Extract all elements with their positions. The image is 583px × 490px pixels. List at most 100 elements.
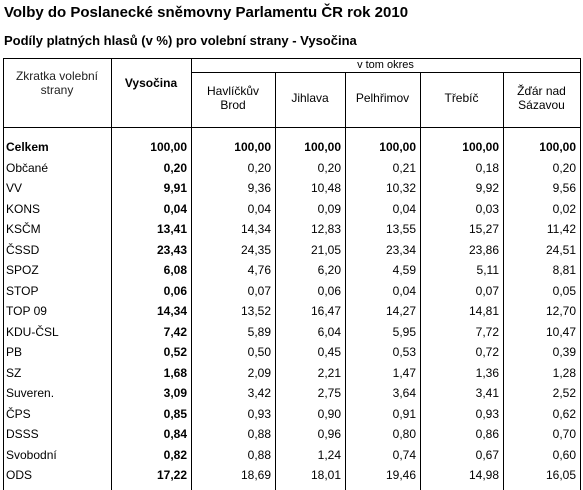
cell-value: 12,70 bbox=[545, 304, 576, 318]
cell-value: 0,93 bbox=[475, 406, 499, 421]
row-label: VV bbox=[6, 181, 23, 195]
cell-value: 15,27 bbox=[468, 222, 499, 236]
border bbox=[191, 58, 192, 490]
cell-value: 19,46 bbox=[385, 468, 416, 482]
row-label: ČPS bbox=[6, 406, 31, 421]
row-label: PB bbox=[6, 345, 23, 359]
cell-value: 100,00 bbox=[304, 140, 341, 154]
cell-value: 13,41 bbox=[156, 222, 187, 236]
border bbox=[580, 58, 581, 490]
cell-value: 0,04 bbox=[247, 201, 271, 216]
row-label: DSSS bbox=[6, 427, 39, 441]
row-label: Suveren. bbox=[6, 386, 55, 400]
cell-value: 2,09 bbox=[247, 365, 271, 380]
border bbox=[503, 72, 504, 490]
cell-value: 14,81 bbox=[468, 304, 499, 318]
row-label: TOP 09 bbox=[6, 304, 47, 318]
cell-value: 23,86 bbox=[468, 242, 499, 257]
cell-value: 6,08 bbox=[163, 263, 187, 277]
header-cell: Havlíčkův Brod bbox=[206, 83, 259, 112]
cell-value: 0,20 bbox=[163, 160, 187, 175]
cell-value: 7,72 bbox=[475, 324, 499, 339]
cell-value: 23,34 bbox=[385, 242, 416, 257]
cell-value: 1,47 bbox=[392, 365, 416, 380]
cell-value: 16,47 bbox=[310, 304, 341, 318]
cell-value: 0,88 bbox=[247, 427, 271, 441]
cell-value: 0,04 bbox=[392, 283, 416, 298]
cell-value: 11,42 bbox=[546, 222, 576, 236]
border bbox=[3, 58, 580, 59]
cell-value: 14,27 bbox=[385, 304, 416, 318]
cell-value: 5,95 bbox=[392, 324, 416, 339]
header-cell: Třebíč bbox=[444, 90, 479, 105]
header-cell: Zkratka volební strany bbox=[15, 68, 99, 97]
row-label: Celkem bbox=[6, 140, 49, 154]
cell-value: 0,39 bbox=[552, 345, 576, 359]
cell-value: 1,24 bbox=[317, 447, 341, 462]
cell-value: 18,01 bbox=[310, 468, 341, 482]
cell-value: 2,52 bbox=[552, 386, 576, 400]
cell-value: 0,84 bbox=[163, 427, 187, 441]
cell-value: 3,42 bbox=[247, 386, 271, 400]
cell-value: 0,05 bbox=[552, 283, 576, 298]
cell-value: 6,20 bbox=[317, 263, 341, 277]
row-label: SZ bbox=[6, 365, 22, 380]
cell-value: 10,32 bbox=[385, 181, 416, 195]
cell-value: 0,52 bbox=[163, 345, 187, 359]
cell-value: 0,09 bbox=[317, 201, 341, 216]
border bbox=[111, 58, 112, 490]
cell-value: 0,50 bbox=[247, 345, 271, 359]
title: Volby do Poslanecké sněmovny Parlamentu … bbox=[4, 4, 409, 21]
cell-value: 0,91 bbox=[392, 406, 416, 421]
cell-value: 4,59 bbox=[392, 263, 416, 277]
cell-value: 7,42 bbox=[163, 324, 187, 339]
cell-value: 0,18 bbox=[475, 160, 499, 175]
cell-value: 0,88 bbox=[247, 447, 271, 462]
cell-value: 8,81 bbox=[552, 263, 576, 277]
cell-value: 9,56 bbox=[552, 181, 576, 195]
subtitle: Podíly platných hlasů (v %) pro volební … bbox=[4, 33, 357, 48]
cell-value: 1,28 bbox=[552, 365, 576, 380]
border bbox=[3, 58, 4, 490]
row-label: SPOZ bbox=[6, 263, 39, 277]
header-cell: Jihlava bbox=[291, 90, 329, 105]
border bbox=[3, 127, 580, 128]
cell-value: 0,85 bbox=[163, 406, 187, 421]
row-label: KSČM bbox=[6, 222, 41, 236]
cell-value: 12,83 bbox=[310, 222, 341, 236]
cell-value: 24,51 bbox=[545, 242, 576, 257]
row-label: Občané bbox=[6, 160, 49, 175]
cell-value: 0,70 bbox=[552, 427, 576, 441]
cell-value: 0,90 bbox=[317, 406, 341, 421]
header-cell: Vysočina bbox=[124, 75, 178, 90]
cell-value: 0,07 bbox=[247, 283, 271, 298]
header-cell: v tom okres bbox=[357, 59, 414, 71]
cell-value: 0,20 bbox=[317, 160, 341, 175]
row-label: STOP bbox=[6, 283, 39, 298]
cell-value: 100,00 bbox=[234, 140, 271, 154]
cell-value: 0,04 bbox=[163, 201, 187, 216]
cell-value: 100,00 bbox=[462, 140, 499, 154]
cell-value: 0,03 bbox=[475, 201, 499, 216]
cell-value: 100,00 bbox=[539, 140, 576, 154]
cell-value: 3,41 bbox=[475, 386, 499, 400]
cell-value: 21,05 bbox=[310, 242, 341, 257]
cell-value: 0,53 bbox=[392, 345, 416, 359]
cell-value: 3,64 bbox=[392, 386, 416, 400]
cell-value: 1,36 bbox=[475, 365, 499, 380]
row-label: KDU-ČSL bbox=[6, 324, 59, 339]
cell-value: 0,86 bbox=[475, 427, 499, 441]
cell-value: 13,52 bbox=[240, 304, 271, 318]
cell-value: 0,04 bbox=[392, 201, 416, 216]
cell-value: 17,22 bbox=[156, 468, 187, 482]
cell-value: 0,93 bbox=[247, 406, 271, 421]
cell-value: 2,21 bbox=[317, 365, 341, 380]
cell-value: 4,76 bbox=[247, 263, 271, 277]
cell-value: 10,47 bbox=[545, 324, 576, 339]
cell-value: 0,20 bbox=[552, 160, 576, 175]
cell-value: 0,21 bbox=[392, 160, 416, 175]
cell-value: 0,82 bbox=[163, 447, 187, 462]
cell-value: 0,72 bbox=[475, 345, 499, 359]
cell-value: 14,34 bbox=[240, 222, 271, 236]
